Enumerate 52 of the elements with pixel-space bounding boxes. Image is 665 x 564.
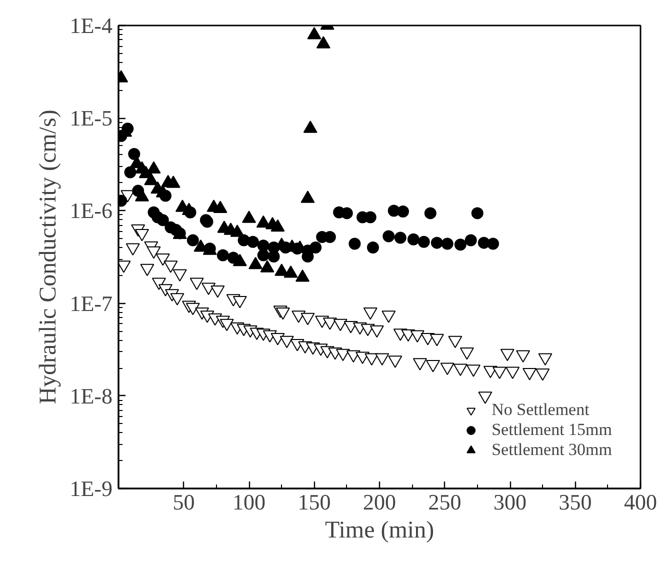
legend-label: Settlement 30mm [492, 440, 612, 460]
y-tick-label: 1E-6 [70, 198, 112, 224]
x-tick-label: 250 [428, 490, 462, 514]
point [257, 249, 270, 262]
y-tick-label: 1E-8 [70, 383, 112, 408]
x-tick-label: 400 [624, 490, 657, 514]
point [310, 242, 322, 254]
point [396, 206, 409, 218]
point [394, 232, 406, 244]
point [407, 233, 420, 246]
x-tick-label: 100 [232, 490, 266, 514]
y-axis-title: Hydraulic Conductivity (cm/s) [36, 110, 62, 404]
legend-label: Settlement 15mm [492, 420, 612, 440]
point [146, 161, 161, 174]
point [348, 238, 361, 250]
point [216, 249, 229, 262]
point [144, 172, 158, 186]
point [268, 250, 280, 263]
x-tick-label: 300 [494, 490, 526, 514]
point [454, 238, 466, 251]
y-tick-label: 1E-9 [70, 476, 112, 501]
point [464, 234, 477, 246]
point [366, 242, 379, 254]
point [186, 234, 199, 246]
point [418, 236, 430, 248]
point [307, 26, 322, 40]
point [424, 207, 436, 220]
y-tick-label: 1E-7 [70, 290, 112, 316]
x-tick-label: 200 [363, 490, 396, 514]
point [471, 207, 484, 220]
legend-label: No Settlement [492, 400, 590, 420]
x-tick-label: 150 [298, 490, 331, 514]
point [303, 120, 318, 133]
point [156, 214, 169, 226]
point [316, 36, 330, 48]
point [300, 190, 315, 203]
point [124, 166, 136, 178]
y-tick-label: 1E-5 [70, 106, 112, 131]
point [246, 236, 259, 248]
point [182, 202, 196, 215]
point [242, 210, 256, 223]
point [487, 238, 500, 250]
point [128, 148, 140, 160]
x-tick-label: 350 [558, 490, 592, 514]
point [441, 238, 454, 250]
x-axis-title: Time (min) [324, 518, 434, 544]
point [430, 236, 443, 249]
x-tick-label: 50 [172, 490, 195, 514]
point [166, 176, 180, 188]
point [382, 230, 395, 242]
point [213, 200, 228, 213]
y-tick-label: 1E-4 [70, 13, 112, 38]
